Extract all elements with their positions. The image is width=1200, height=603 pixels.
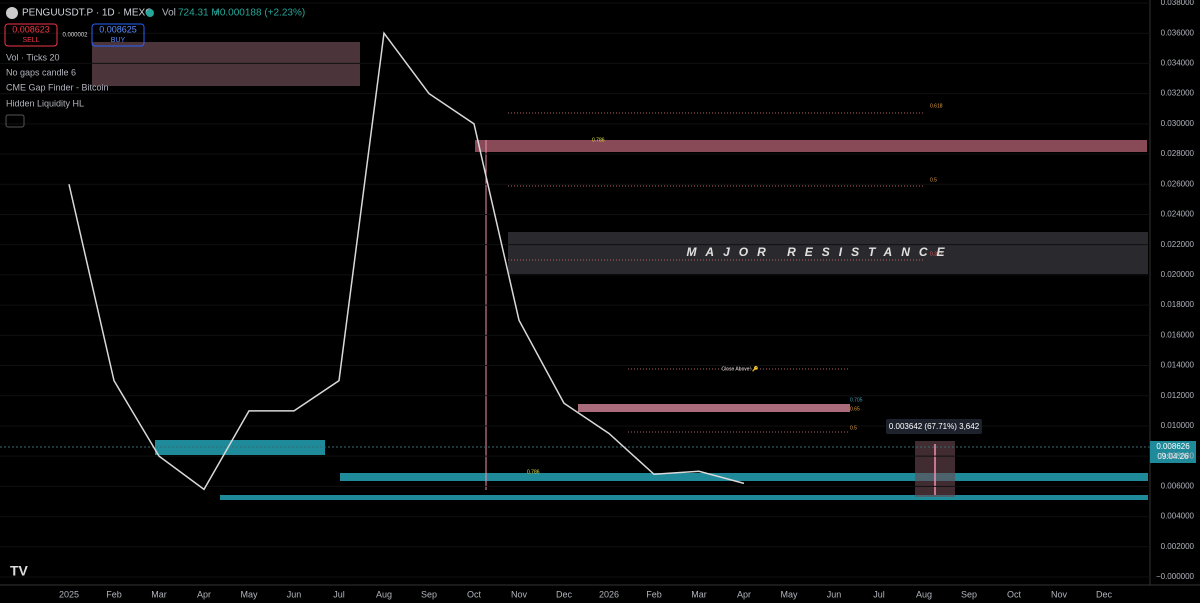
x-tick-label: Dec xyxy=(556,589,573,599)
sell-price: 0.008623 xyxy=(12,24,50,34)
y-tick-label: 0.014000 xyxy=(1161,361,1195,370)
resistance-zone xyxy=(475,140,1147,152)
x-tick-label: Jun xyxy=(827,589,842,599)
x-tick-label: Jun xyxy=(287,589,302,599)
indicator[interactable]: Hidden Liquidity HL xyxy=(6,98,84,108)
y-tick-label: 0.022000 xyxy=(1161,240,1195,249)
sell-button[interactable] xyxy=(4,23,58,47)
x-tick-label: Sep xyxy=(421,589,437,599)
gap-zone xyxy=(92,42,360,86)
x-tick-label: Sep xyxy=(961,589,977,599)
buy-label: BUY xyxy=(111,37,126,44)
major-resistance-zone xyxy=(508,232,1148,274)
y-tick-label: −0.000000 xyxy=(1156,572,1195,581)
x-tick-label: May xyxy=(240,589,258,599)
spread: 0.000002 xyxy=(62,33,88,39)
logo: TV xyxy=(10,563,29,579)
x-tick-label: 2026 xyxy=(599,589,619,599)
vol-label: Vol xyxy=(162,8,176,19)
x-tick-label: Mar xyxy=(691,589,707,599)
demand-zone xyxy=(340,473,1148,481)
change: +0.000188 (+2.23%) xyxy=(214,8,305,19)
y-tick-label: 0.004000 xyxy=(1161,512,1195,521)
x-tick-label: Apr xyxy=(737,589,751,599)
fib-label: 0.65 xyxy=(850,406,860,412)
y-tick-label: 0.026000 xyxy=(1161,179,1195,188)
y-tick-label: 0.028000 xyxy=(1161,149,1195,158)
x-tick-label: Aug xyxy=(376,589,392,599)
y-tick-label: 0.016000 xyxy=(1161,330,1195,339)
y-tick-label: 0.034000 xyxy=(1161,59,1195,68)
buy-price: 0.008625 xyxy=(99,24,137,34)
indicator[interactable]: CME Gap Finder - Bitcoin xyxy=(6,82,109,92)
symbol: PENGUUSDT.P · 1D · MEXC xyxy=(22,8,152,19)
y-tick-label: 0.010000 xyxy=(1161,421,1195,430)
y-tick-label: 0.030000 xyxy=(1161,119,1195,128)
x-tick-label: Apr xyxy=(197,589,211,599)
indicator[interactable]: No gaps candle 6 xyxy=(6,67,76,77)
close-above-label: Close Above! 🔑 xyxy=(721,365,759,372)
x-tick-label: Dec xyxy=(1096,589,1113,599)
x-tick-label: Jul xyxy=(333,589,345,599)
measure-label-box xyxy=(886,419,982,434)
x-tick-label: 2025 xyxy=(59,589,79,599)
fib-label: 0.382 xyxy=(930,251,943,257)
measure-label: 0.003642 (67.71%) 3,642 xyxy=(889,422,980,431)
supply-zone xyxy=(578,404,850,412)
x-tick-label: Oct xyxy=(467,589,482,599)
y-tick-label: 0.008000 xyxy=(1161,451,1195,460)
x-tick-label: Oct xyxy=(1007,589,1022,599)
fib-label: 0.618 xyxy=(930,103,943,109)
y-tick-label: 0.024000 xyxy=(1161,210,1195,219)
fib-label: 0.5 xyxy=(850,425,857,431)
y-tick-label: 0.002000 xyxy=(1161,542,1195,551)
fib-label: 0.786 xyxy=(527,469,540,475)
price-line xyxy=(68,31,745,491)
status-dot xyxy=(146,9,154,17)
y-tick-label: 0.020000 xyxy=(1161,270,1195,279)
demand-zone xyxy=(220,495,1148,500)
y-tick-label: 0.036000 xyxy=(1161,28,1195,37)
x-tick-label: Jul xyxy=(873,589,885,599)
collapse-button[interactable] xyxy=(5,114,25,128)
x-tick-label: May xyxy=(780,589,798,599)
last-price: 0.008626 xyxy=(1156,442,1190,451)
fib-label: 0.705 xyxy=(850,397,863,403)
y-tick-label: 0.012000 xyxy=(1161,391,1195,400)
fib-label: 0.5 xyxy=(930,177,937,183)
countdown: 09:04:26 xyxy=(1157,452,1189,461)
sell-label: SELL xyxy=(22,37,39,44)
x-tick-label: Feb xyxy=(106,589,122,599)
x-tick-label: Feb xyxy=(646,589,662,599)
y-tick-label: 0.038000 xyxy=(1161,0,1195,7)
x-tick-label: Mar xyxy=(151,589,167,599)
x-tick-label: Aug xyxy=(916,589,932,599)
y-tick-label: 0.006000 xyxy=(1161,481,1195,490)
indicator[interactable]: Vol · Ticks 20 xyxy=(6,52,60,62)
y-tick-label: 0.032000 xyxy=(1161,89,1195,98)
buy-button[interactable] xyxy=(91,23,145,47)
fib-label: 0.786 xyxy=(592,137,605,143)
x-tick-label: Nov xyxy=(511,589,528,599)
symbol-icon xyxy=(6,7,18,19)
y-tick-label: 0.018000 xyxy=(1161,300,1195,309)
resistance-label: MAJOR RESISTANCE xyxy=(686,245,953,259)
last-price-box xyxy=(1150,441,1196,463)
x-tick-label: Nov xyxy=(1051,589,1068,599)
vol-value: 724.31 M xyxy=(178,8,220,19)
